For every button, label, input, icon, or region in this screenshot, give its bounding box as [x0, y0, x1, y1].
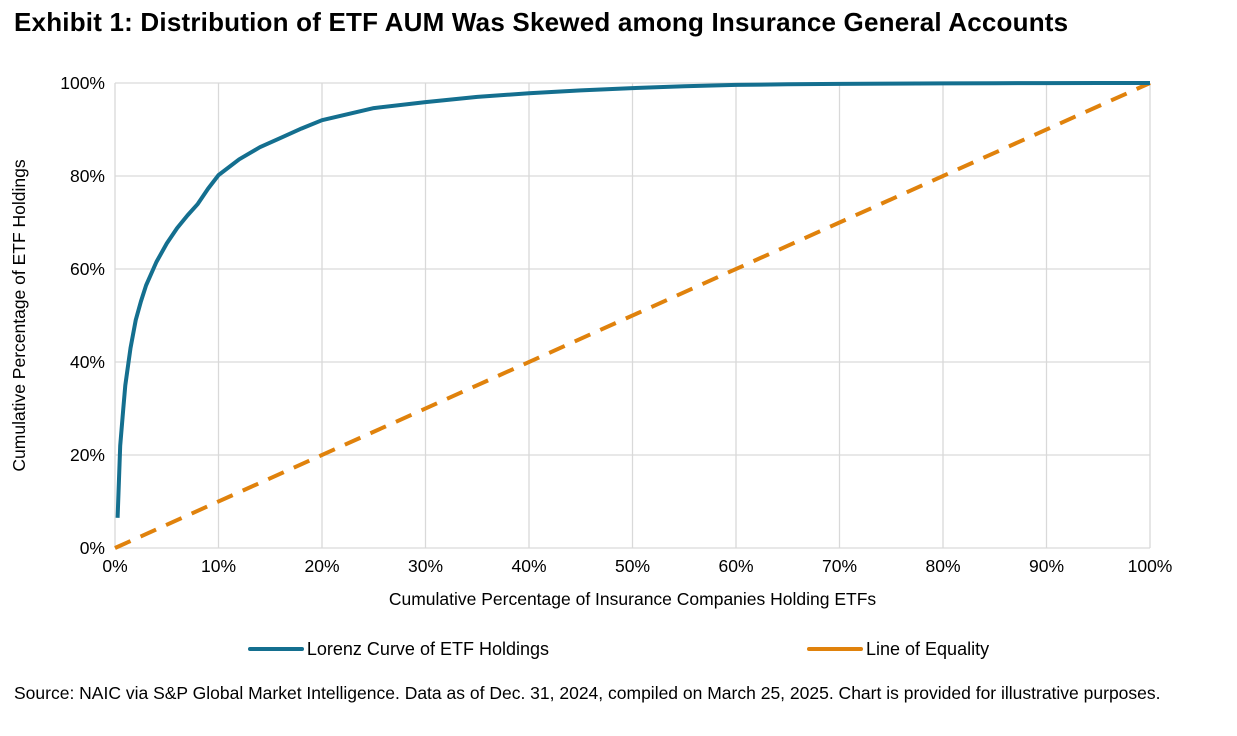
x-tick-label: 100% [1128, 556, 1173, 576]
legend-item-lorenz-curve: Lorenz Curve of ETF Holdings [247, 638, 549, 660]
legend-label-lorenz-curve: Lorenz Curve of ETF Holdings [306, 638, 549, 659]
line-of-equality-series [114, 81, 1151, 550]
lorenz-curve-swatch [247, 647, 304, 651]
x-tick-label: 80% [925, 556, 960, 576]
x-tick-label: 20% [304, 556, 339, 576]
y-tick-label: 40% [70, 352, 105, 372]
y-tick-label: 20% [70, 445, 105, 465]
lorenz-curve-chart: 0% 20% 40% 60% 80% 100% 0% 10% 20% 30% 40% 50% 60% 70… [9, 75, 1173, 609]
x-tick-label: 0% [102, 556, 127, 576]
lorenz-curve-series [115, 81, 1150, 518]
x-axis-label: Cumulative Percentage of Insurance Compa… [389, 589, 877, 609]
x-tick-label: 30% [408, 556, 443, 576]
x-tick-label: 70% [822, 556, 857, 576]
x-tick-label: 60% [718, 556, 753, 576]
y-tick-label: 100% [60, 75, 105, 93]
exhibit-title: Exhibit 1: Distribution of ETF AUM Was S… [14, 7, 1069, 37]
x-tick-label: 10% [201, 556, 236, 576]
line-of-equality-swatch [807, 647, 863, 651]
source-note: Source: NAIC via S&P Global Market Intel… [14, 683, 1161, 703]
y-tick-label: 60% [70, 259, 105, 279]
x-tick-label: 40% [511, 556, 546, 576]
legend: Lorenz Curve of ETF Holdings Line of Equ… [0, 636, 1237, 662]
y-axis-label: Cumulative Percentage of ETF Holdings [9, 159, 29, 471]
legend-label-line-of-equality: Line of Equality [866, 638, 990, 659]
y-tick-label: 0% [80, 538, 105, 558]
chart-gridlines [114, 82, 1151, 549]
y-tick-label: 80% [70, 166, 105, 186]
x-tick-label: 90% [1029, 556, 1064, 576]
legend-item-line-of-equality: Line of Equality [807, 639, 989, 660]
x-tick-label: 50% [615, 556, 650, 576]
